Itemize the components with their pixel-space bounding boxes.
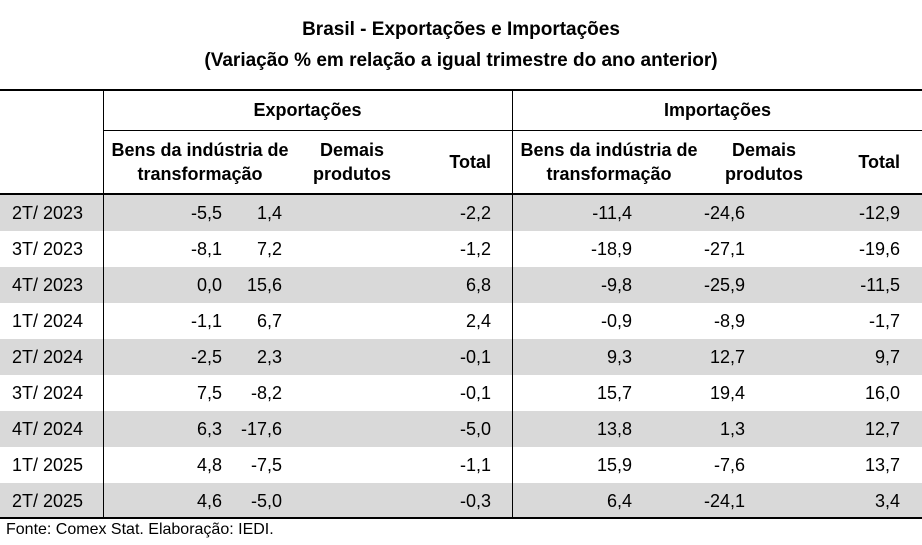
cell-exp-demais: -7,5 [250,455,282,475]
cell-exp-total: 6,8 [465,275,491,295]
cell-imp-demais: -7,6 [713,455,745,475]
header-imp-bens-line1: Bens da indústria de [520,140,698,160]
cell-imp-demais: 1,3 [719,419,745,439]
cell-exp-bens: -1,1 [190,311,222,331]
row-label: 2T/ 2025 [12,491,84,511]
cell-imp-bens: 9,3 [606,347,632,367]
cell-imp-total: 9,7 [874,347,900,367]
cell-exp-demais: 2,3 [256,347,282,367]
label-column-divider [103,90,104,518]
table-row: 1T/ 2025 4,8 -7,5 -1,1 15,9 -7,6 13,7 [0,447,922,483]
top-border [0,89,922,91]
header-exp-demais-line2: produtos [313,164,391,184]
group-header-exports: Exportações [253,100,362,120]
table-row: 1T/ 2024 -1,1 6,7 2,4 -0,9 -8,9 -1,7 [0,303,922,339]
cell-imp-total: -1,7 [868,311,900,331]
table-row: 4T/ 2024 6,3 -17,6 -5,0 13,8 1,3 12,7 [0,411,922,447]
cell-imp-total: -11,5 [860,275,900,295]
bottom-border [0,517,922,519]
cell-imp-demais: -24,6 [703,203,745,223]
cell-imp-demais: -8,9 [713,311,745,331]
header-exp-bens-line1: Bens da indústria de [111,140,289,160]
cell-imp-total: 12,7 [864,419,900,439]
cell-exp-bens: 6,3 [196,419,222,439]
cell-imp-bens: 6,4 [606,491,632,511]
cell-imp-demais: -27,1 [703,239,745,259]
cell-exp-bens: -2,5 [190,347,222,367]
header-exp-bens: Bens da indústria de transformação [100,138,300,186]
cell-exp-demais: 7,2 [256,239,282,259]
header-imp-demais-line1: Demais [731,140,797,160]
table-row: 2T/ 2025 4,6 -5,0 -0,3 6,4 -24,1 3,4 [0,483,922,519]
cell-exp-total: -0,1 [459,347,491,367]
header-imp-bens-line2: transformação [546,164,672,184]
cell-exp-demais: 6,7 [256,311,282,331]
cell-imp-bens: 13,8 [596,419,632,439]
cell-exp-demais: 1,4 [256,203,282,223]
cell-exp-bens: 4,8 [196,455,222,475]
cell-imp-bens: -9,8 [600,275,632,295]
cell-imp-total: -12,9 [858,203,900,223]
header-exp-demais: Demais produtos [302,138,402,186]
table-row: 3T/ 2023 -8,1 7,2 -1,2 -18,9 -27,1 -19,6 [0,231,922,267]
cell-imp-total: 13,7 [864,455,900,475]
cell-exp-demais: -17,6 [240,419,282,439]
header-exp-demais-line1: Demais [319,140,385,160]
group-column-divider [512,90,513,518]
row-label: 1T/ 2025 [12,455,84,475]
cell-exp-total: -0,3 [459,491,491,511]
cell-imp-demais: 19,4 [709,383,745,403]
cell-imp-demais: -24,1 [703,491,745,511]
cell-exp-total: -2,2 [459,203,491,223]
title-line-2: (Variação % em relação a igual trimestre… [204,50,718,71]
cell-exp-demais: 15,6 [246,275,282,295]
cell-imp-total: -19,6 [858,239,900,259]
table-row: 4T/ 2023 0,0 15,6 6,8 -9,8 -25,9 -11,5 [0,267,922,303]
table-row: 2T/ 2023 -5,5 1,4 -2,2 -11,4 -24,6 -12,9 [0,195,922,231]
cell-exp-bens: 0,0 [196,275,222,295]
cell-imp-demais: 12,7 [709,347,745,367]
cell-imp-bens: 15,7 [596,383,632,403]
header-bottom-border [0,193,922,195]
cell-exp-bens: 7,5 [196,383,222,403]
row-label: 3T/ 2023 [12,239,84,259]
cell-exp-demais: -5,0 [250,491,282,511]
row-label: 4T/ 2023 [12,275,84,295]
cell-exp-demais: -8,2 [250,383,282,403]
cell-exp-total: -1,2 [459,239,491,259]
row-label: 3T/ 2024 [12,383,84,403]
title-line-1: Brasil - Exportações e Importações [302,19,620,40]
header-exp-bens-line2: transformação [137,164,263,184]
cell-exp-total: -1,1 [459,455,491,475]
header-imp-demais-line2: produtos [725,164,803,184]
header-imp-total: Total [858,152,900,172]
cell-imp-total: 16,0 [864,383,900,403]
cell-exp-bens: -5,5 [190,203,222,223]
cell-imp-bens: -11,4 [592,203,632,223]
cell-exp-total: -0,1 [459,383,491,403]
cell-imp-total: 3,4 [874,491,900,511]
source-footnote: Fonte: Comex Stat. Elaboração: IEDI. [6,521,274,538]
group-header-imports: Importações [663,100,772,120]
cell-imp-bens: -0,9 [600,311,632,331]
header-imp-demais: Demais produtos [714,138,814,186]
row-label: 1T/ 2024 [12,311,84,331]
header-imp-bens: Bens da indústria de transformação [509,138,709,186]
cell-exp-bens: 4,6 [196,491,222,511]
cell-exp-total: -5,0 [459,419,491,439]
cell-imp-bens: -18,9 [590,239,632,259]
cell-exp-bens: -8,1 [190,239,222,259]
header-exp-total: Total [449,152,491,172]
table-row: 3T/ 2024 7,5 -8,2 -0,1 15,7 19,4 16,0 [0,375,922,411]
cell-imp-demais: -25,9 [703,275,745,295]
row-label: 2T/ 2024 [12,347,84,367]
row-label: 2T/ 2023 [12,203,84,223]
table-row: 2T/ 2024 -2,5 2,3 -0,1 9,3 12,7 9,7 [0,339,922,375]
row-label: 4T/ 2024 [12,419,84,439]
cell-imp-bens: 15,9 [596,455,632,475]
cell-exp-total: 2,4 [465,311,491,331]
